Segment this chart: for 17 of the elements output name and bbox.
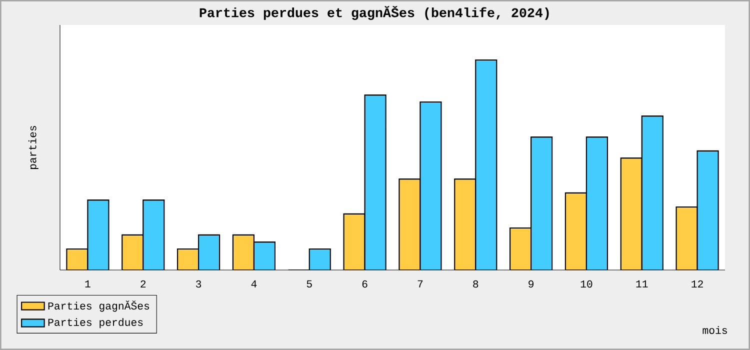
y-axis-title: parties [28,126,38,169]
legend-label: Parties gagnĂŠes [48,300,150,312]
x-tick-label: 5 [306,280,312,288]
x-tick-label: 9 [528,280,534,288]
x-tick-label: 11 [636,280,648,288]
legend-label: Parties perdues [48,318,143,328]
chart-title: Parties perdues et gagnĂŠes (ben4life, 2024) [200,6,549,20]
x-tick-label: 8 [473,280,478,288]
x-tick-label: 7 [418,280,423,288]
x-tick-label: 3 [196,280,202,288]
x-tick-label: 6 [362,280,368,288]
x-axis-title: mois [702,326,727,334]
x-tick-label: 12 [692,280,703,288]
x-tick-label: 1 [85,280,90,288]
x-tick-label: 4 [251,280,257,288]
x-tick-label: 10 [580,280,592,288]
x-tick-label: 2 [140,280,146,288]
